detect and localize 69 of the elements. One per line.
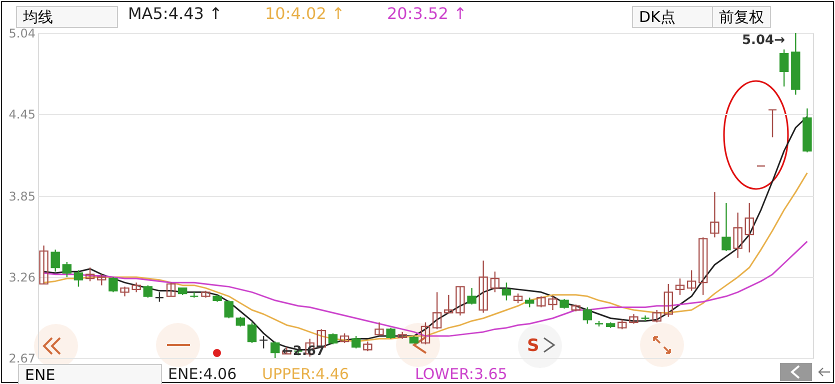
candlestick — [502, 282, 512, 302]
candlestick — [560, 298, 569, 310]
candlestick — [525, 297, 534, 308]
y-tick-label: 4.45 — [8, 107, 36, 122]
candlestick — [258, 335, 268, 349]
candlestick — [132, 282, 141, 293]
text: LOWER:3.65 — [415, 364, 508, 384]
candlestick — [420, 322, 430, 345]
candlestick — [340, 332, 350, 344]
candlestick — [733, 212, 742, 258]
candlestick — [536, 296, 546, 308]
candlestick — [710, 191, 720, 238]
candlestick — [513, 292, 523, 304]
text: 10:4.02 ↑ — [265, 4, 345, 23]
candlestick — [74, 270, 84, 288]
candlestick — [224, 300, 234, 319]
text: UPPER:4.46 — [262, 364, 349, 384]
text: ENE:4.06 — [168, 364, 237, 384]
y-tick-label: 2.67 — [8, 352, 36, 366]
y-tick-label: 5.04 — [8, 26, 36, 40]
candlestick — [270, 340, 280, 359]
candlestick — [664, 283, 674, 318]
candlestick — [675, 278, 685, 296]
candlestick — [768, 109, 778, 138]
candlestick — [779, 48, 789, 88]
candlestick — [120, 286, 130, 297]
candlestick — [236, 316, 246, 328]
candlestick — [698, 236, 708, 296]
candlestick — [444, 294, 454, 314]
candlestick — [478, 260, 488, 314]
candlestick — [363, 340, 372, 352]
candlestick — [143, 284, 152, 298]
annotation: S — [527, 336, 540, 356]
candlestick — [62, 261, 72, 278]
candlestick — [39, 244, 48, 285]
candlestick — [374, 322, 384, 336]
candlestick — [490, 271, 500, 293]
candlestick — [629, 314, 638, 324]
candlestick — [154, 292, 164, 302]
text: 20:3.52 ↑ — [387, 4, 467, 23]
text: DK点 — [632, 6, 718, 28]
text: 均线 — [16, 6, 118, 28]
candlestick — [108, 276, 118, 293]
candlestick — [190, 292, 199, 298]
candlestick — [548, 296, 558, 311]
candlestick — [640, 314, 650, 322]
candlestick — [652, 309, 662, 323]
candlestick — [328, 332, 338, 345]
candlestick — [467, 287, 476, 306]
candlestick — [166, 282, 176, 297]
candlestick — [85, 266, 95, 282]
text: ENE — [18, 364, 162, 384]
candlestick — [351, 335, 361, 349]
text: 前复权 — [712, 6, 771, 28]
text: MA5:4.43 ↑ — [128, 4, 222, 23]
candlestick — [247, 322, 257, 344]
candlestick — [97, 274, 106, 286]
candlestick — [432, 292, 442, 330]
candlestick — [50, 249, 60, 272]
candlestick — [386, 327, 396, 340]
y-tick-label: 3.85 — [8, 190, 36, 204]
candlestick — [744, 202, 754, 254]
candlestick — [618, 319, 627, 330]
candlestick — [582, 306, 592, 324]
candlestick — [456, 286, 465, 316]
candlestick — [722, 202, 731, 252]
y-tick-label: 3.26 — [8, 270, 36, 285]
annotation: 5.04→ — [742, 33, 785, 48]
candlestick — [686, 270, 696, 292]
